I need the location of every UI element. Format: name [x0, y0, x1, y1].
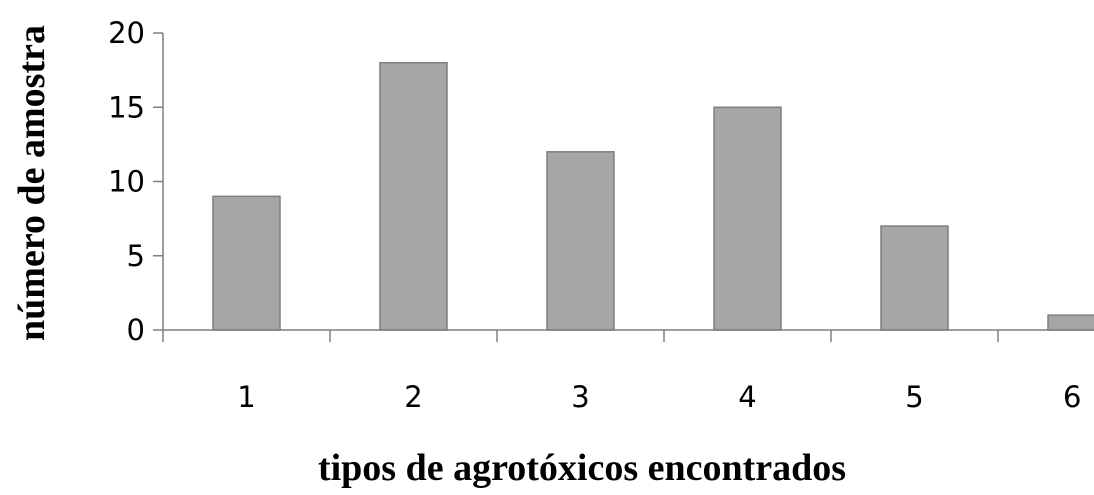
- bar-6: [1047, 314, 1094, 331]
- y-tick-label: 20: [108, 16, 145, 50]
- bar-2: [379, 61, 448, 331]
- x-tick-label: 3: [571, 380, 589, 414]
- x-tick-label: 2: [404, 380, 422, 414]
- bars: [212, 61, 1094, 331]
- x-tick-label: 4: [738, 380, 756, 414]
- bar-5: [880, 225, 949, 331]
- axes: [162, 33, 1094, 331]
- y-tick-label: 5: [127, 239, 145, 273]
- bar-3: [546, 151, 615, 331]
- bar-1: [212, 195, 281, 331]
- y-tick-label: 15: [108, 90, 145, 124]
- x-tick-label: 5: [905, 380, 923, 414]
- x-ticks: 1 2 3 4 5 6: [162, 330, 1082, 414]
- y-tick-label: 10: [108, 165, 145, 199]
- y-axis-title: número de amostra: [11, 25, 53, 341]
- x-axis-title: tipos de agrotóxicos encontrados: [318, 447, 846, 489]
- x-tick-label: 1: [237, 380, 255, 414]
- y-ticks: 0 5 10 15 20: [108, 16, 163, 347]
- bar-4: [713, 106, 782, 331]
- y-tick-label: 0: [127, 313, 145, 347]
- x-tick-label: 6: [1063, 380, 1081, 414]
